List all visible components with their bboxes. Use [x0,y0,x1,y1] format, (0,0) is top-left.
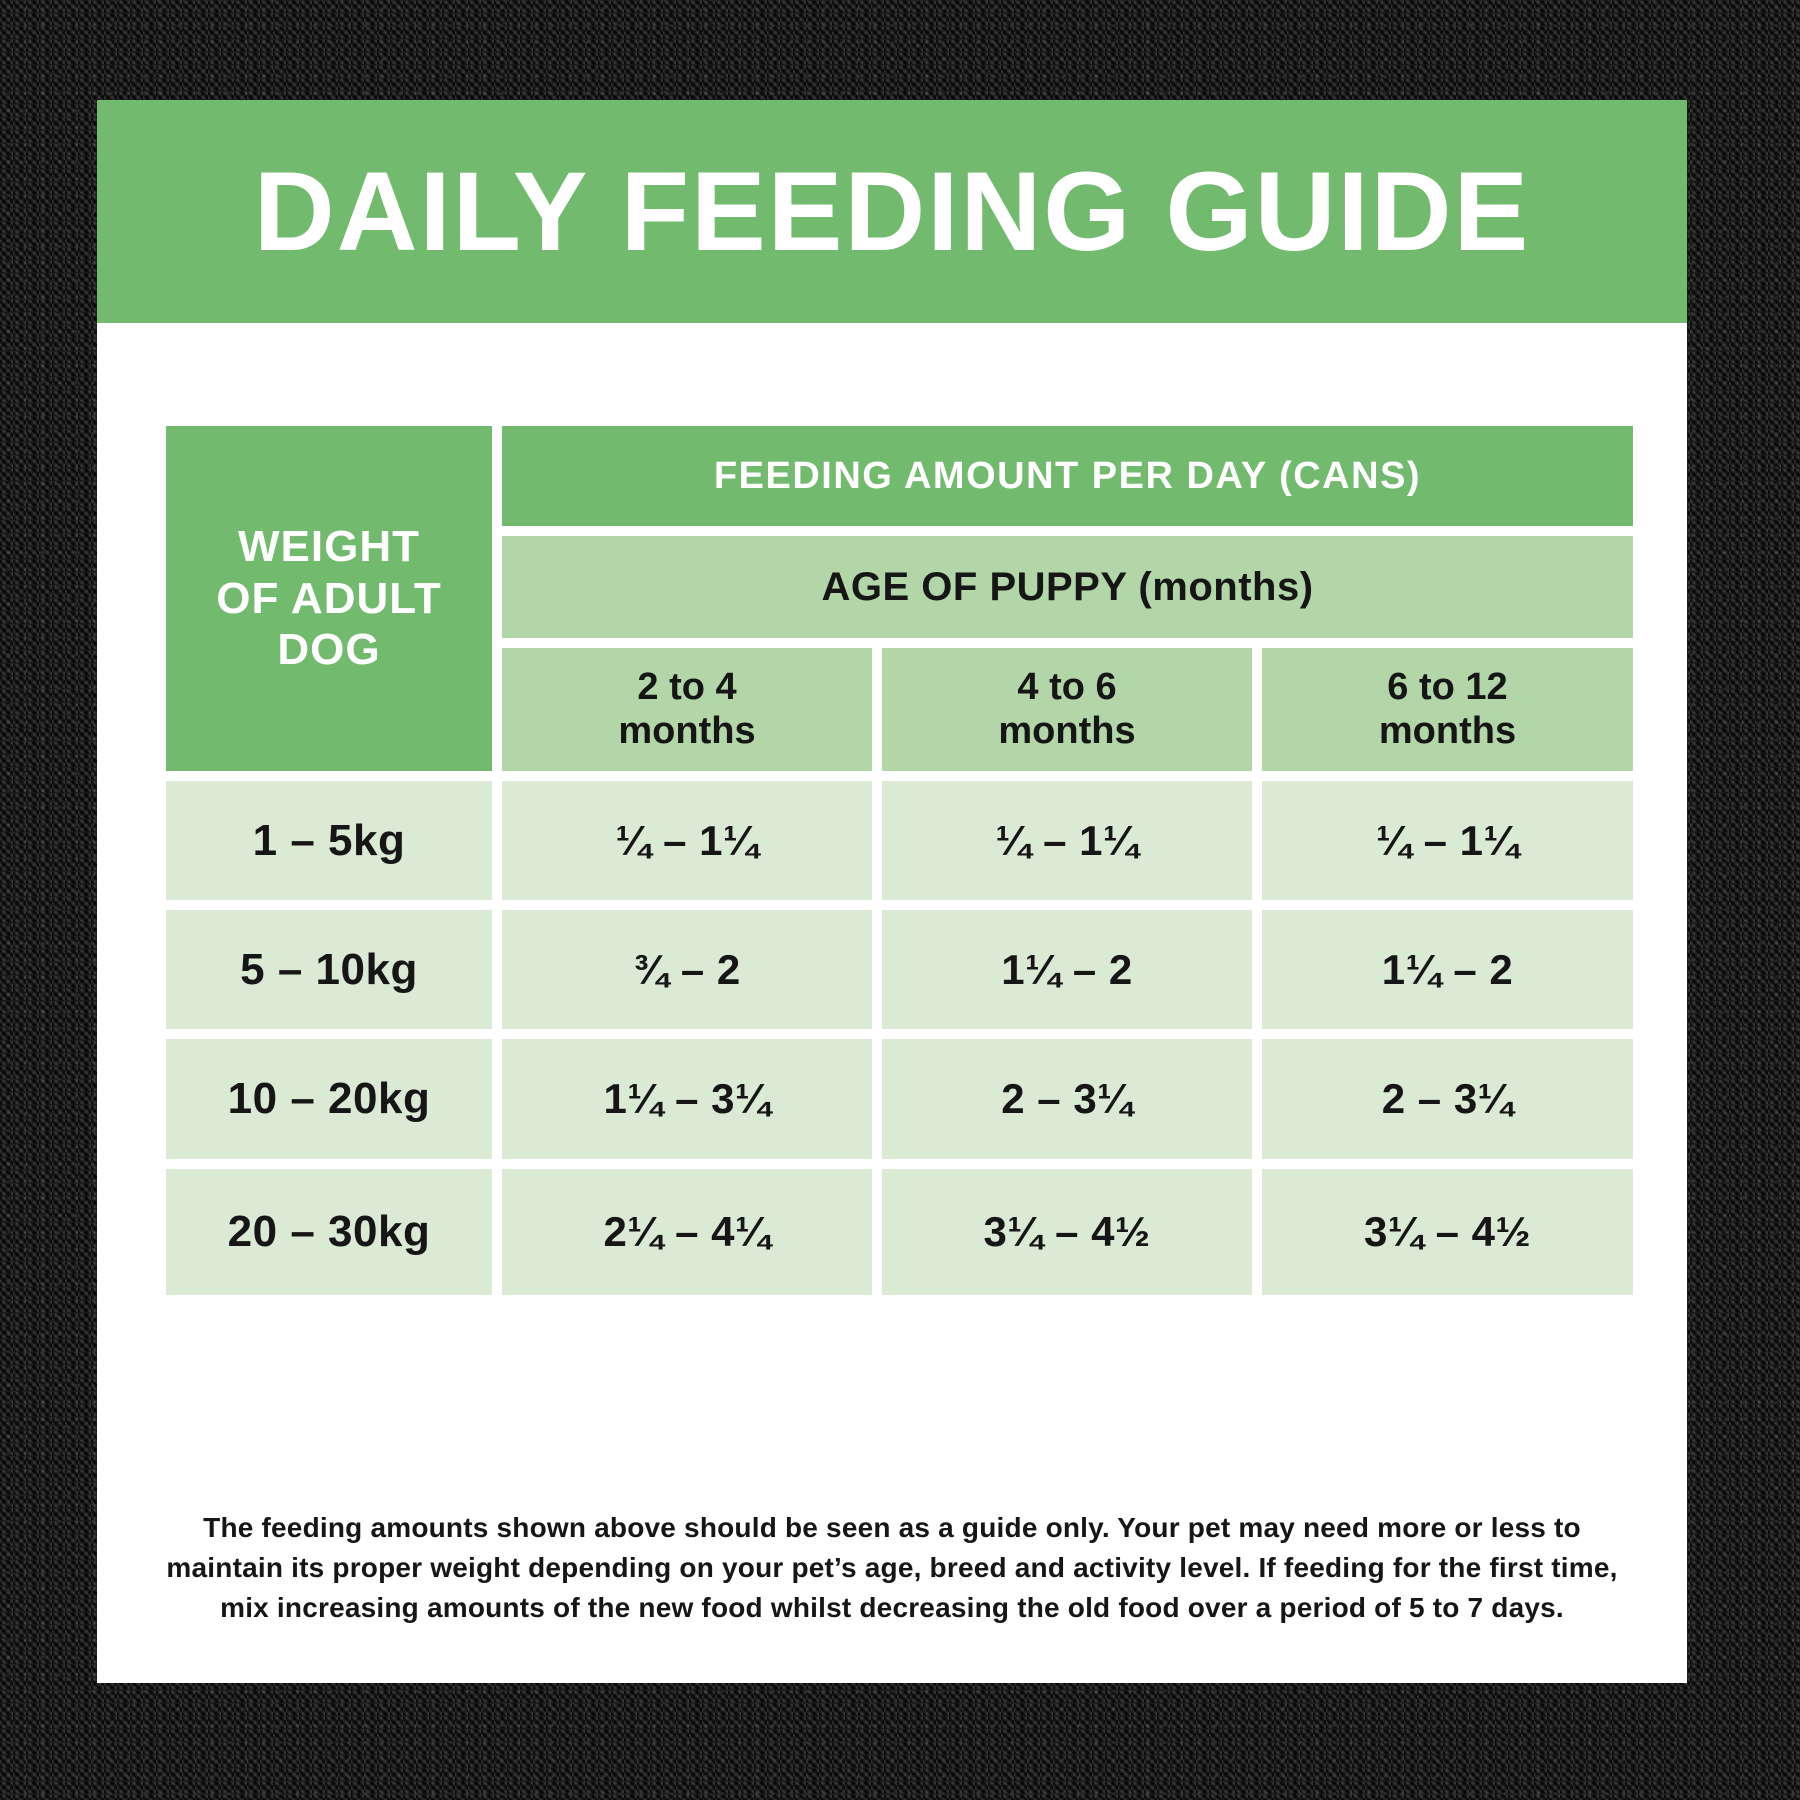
value-cell-row-2-col-1: ¾ – 2 [502,910,872,1029]
disclaimer-line-1: The feeding amounts shown above should b… [203,1512,1581,1543]
value-cell-row-3-col-1: 1¼ – 3¼ [502,1039,872,1159]
column-header-2-to-4-months: 2 to 4 months [502,648,872,771]
value-cell-row-4-col-1: 2¼ – 4¼ [502,1169,872,1295]
value-cell-row-1-col-3: ¼ – 1¼ [1262,781,1633,900]
corner-header-line: DOG [277,625,381,675]
value-cell-row-1-col-1: ¼ – 1¼ [502,781,872,900]
value-cell-row-2-col-2: 1¼ – 2 [882,910,1252,1029]
header-age-of-puppy-label: AGE OF PUPPY (months) [821,564,1314,609]
value-cell-row-1-col-2: ¼ – 1¼ [882,781,1252,900]
column-header-line: months [1378,709,1517,752]
column-header-4-to-6-months: 4 to 6 months [882,648,1252,771]
page-title: DAILY FEEDING GUIDE [253,149,1531,274]
column-header-6-to-12-months: 6 to 12 months [1262,648,1633,771]
column-header-line: months [998,709,1136,752]
feeding-guide-card: DAILY FEEDING GUIDE WEIGHT OF ADULT DOG … [97,100,1687,1683]
value-cell-row-2-col-3: 1¼ – 2 [1262,910,1633,1029]
weight-cell-row-4: 20 – 30kg [166,1169,492,1295]
feeding-disclaimer: The feeding amounts shown above should b… [97,1508,1687,1628]
header-feeding-amount-label: FEEDING AMOUNT PER DAY (CANS) [713,454,1422,497]
weight-cell-row-3: 10 – 20kg [166,1039,492,1159]
corner-header-weight-of-adult-dog: WEIGHT OF ADULT DOG [166,426,492,771]
value-cell-row-3-col-3: 2 – 3¼ [1262,1039,1633,1159]
title-band: DAILY FEEDING GUIDE [97,100,1687,323]
column-header-line: months [618,709,756,752]
weight-cell-row-1: 1 – 5kg [166,781,492,900]
header-feeding-amount-per-day: FEEDING AMOUNT PER DAY (CANS) [502,426,1633,526]
column-header-line: 6 to 12 [1387,665,1508,708]
value-cell-row-4-col-2: 3¼ – 4½ [882,1169,1252,1295]
column-header-line: 4 to 6 [1017,665,1117,708]
weight-cell-row-2: 5 – 10kg [166,910,492,1029]
disclaimer-line-3: mix increasing amounts of the new food w… [220,1592,1564,1623]
corner-header-line: WEIGHT [238,521,420,571]
value-cell-row-4-col-3: 3¼ – 4½ [1262,1169,1633,1295]
disclaimer-line-2: maintain its proper weight depending on … [166,1552,1618,1583]
header-age-of-puppy: AGE OF PUPPY (months) [502,536,1633,638]
feeding-table: WEIGHT OF ADULT DOG FEEDING AMOUNT PER D… [166,426,1633,1295]
corner-header-line: OF ADULT [216,573,442,623]
value-cell-row-3-col-2: 2 – 3¼ [882,1039,1252,1159]
column-header-line: 2 to 4 [637,665,737,708]
